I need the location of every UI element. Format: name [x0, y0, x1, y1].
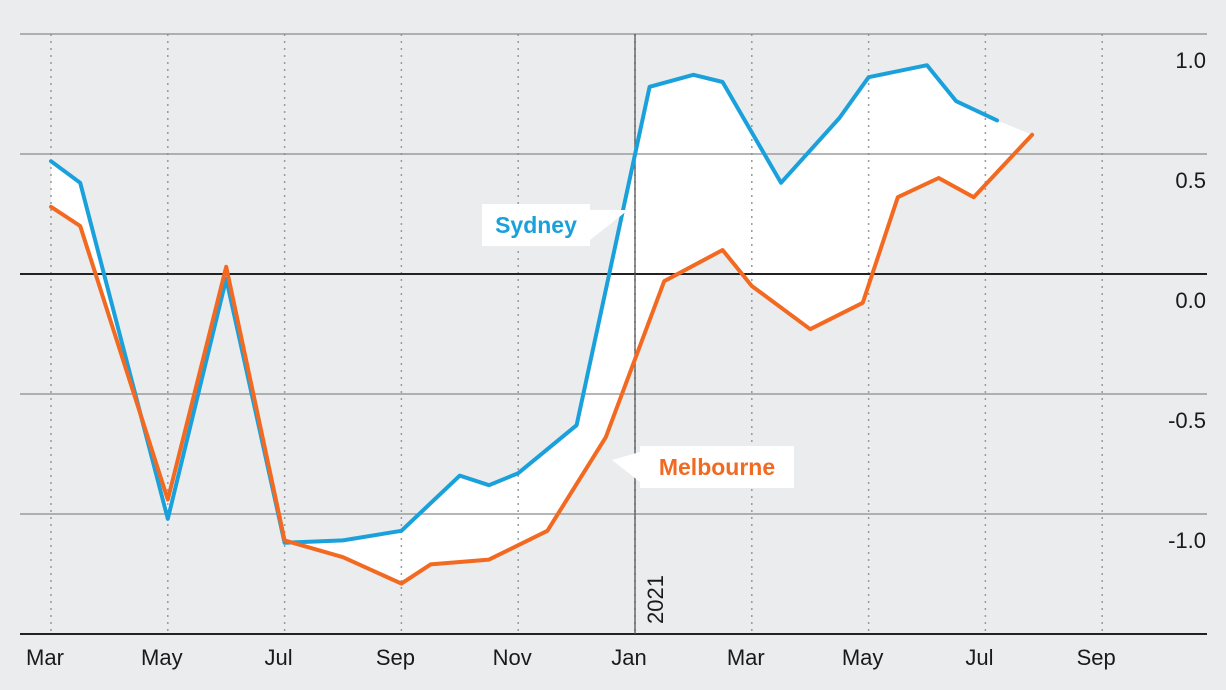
- series-line-sydney: [49, 63, 1000, 545]
- x-tick-label: May: [842, 645, 884, 670]
- gap-fill-area: [51, 65, 1033, 584]
- label-pointer-melbourne: [612, 452, 640, 482]
- tick-layer: Mar May Jul Sep Nov Jan Mar May Jul Sep 1.0 0.5 0.0 -…: [26, 48, 1206, 670]
- y-tick-label: 1.0: [1175, 48, 1206, 73]
- y-tick-label: -1.0: [1168, 528, 1206, 553]
- x-tick-label: Jan: [611, 645, 646, 670]
- y-tick-label: 0.0: [1175, 288, 1206, 313]
- series-label-sydney: Sydney: [495, 212, 577, 238]
- label-box-melbourne: [640, 446, 794, 488]
- x-tick-label: Jul: [265, 645, 293, 670]
- label-box-sydney: [482, 204, 590, 246]
- y-tick-label: 0.5: [1175, 168, 1206, 193]
- x-tick-label: Mar: [26, 645, 64, 670]
- x-tick-label: Mar: [727, 645, 765, 670]
- series-label-melbourne: Melbourne: [659, 454, 775, 480]
- series-line-melbourne: [49, 132, 1035, 586]
- x-tick-label: May: [141, 645, 183, 670]
- x-tick-label: Nov: [493, 645, 532, 670]
- x-tick-label: Sep: [376, 645, 415, 670]
- y-tick-label: -0.5: [1168, 408, 1206, 433]
- series-layer: [49, 63, 1035, 586]
- gap-fill-layer: [51, 65, 1033, 584]
- label-pointer-sydney: [590, 210, 628, 240]
- year-label: 2021: [643, 575, 668, 624]
- series-label-layer: Sydney Melbourne: [482, 204, 794, 488]
- x-tick-label: Jul: [965, 645, 993, 670]
- x-tick-label: Sep: [1077, 645, 1116, 670]
